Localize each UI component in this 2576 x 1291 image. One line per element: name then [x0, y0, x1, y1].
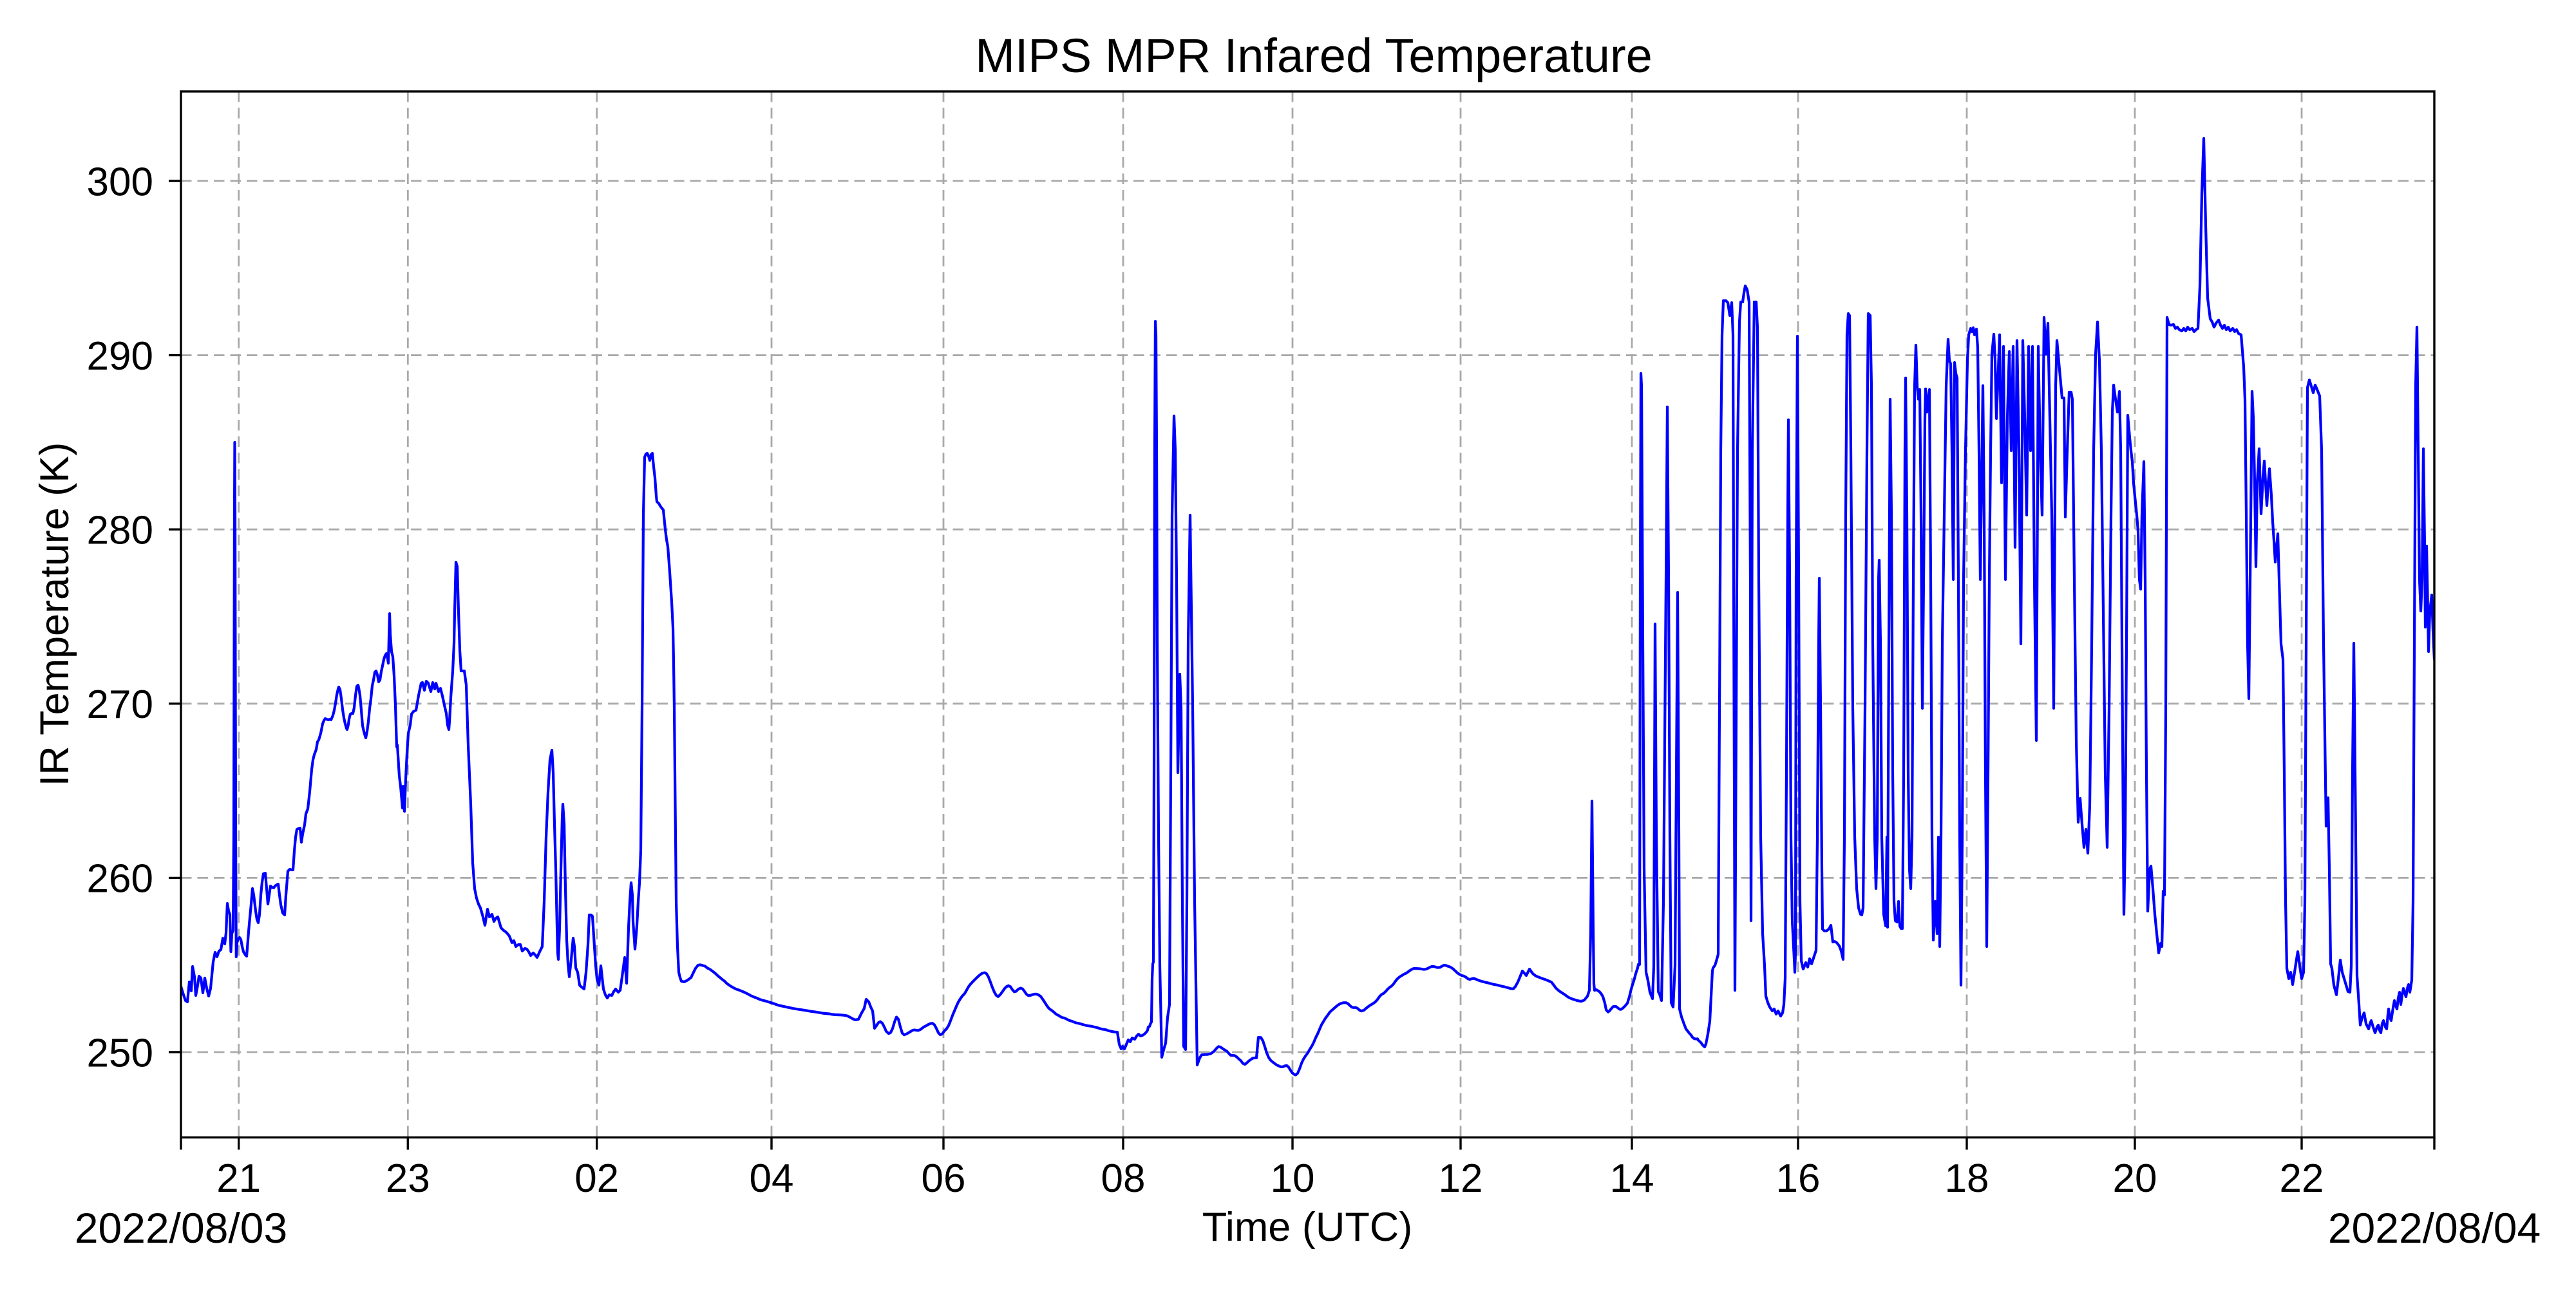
- svg-text:06: 06: [922, 1156, 966, 1201]
- svg-text:2022/08/04: 2022/08/04: [2328, 1204, 2541, 1252]
- svg-text:02: 02: [574, 1156, 619, 1201]
- svg-text:280: 280: [87, 509, 153, 553]
- svg-text:20: 20: [2113, 1156, 2157, 1201]
- svg-text:04: 04: [750, 1156, 794, 1201]
- svg-text:MIPS MPR Infared Temperature: MIPS MPR Infared Temperature: [975, 29, 1653, 82]
- svg-text:08: 08: [1101, 1156, 1146, 1201]
- svg-text:23: 23: [386, 1156, 430, 1201]
- svg-text:IR Temperature (K): IR Temperature (K): [32, 442, 77, 787]
- svg-text:270: 270: [87, 683, 153, 727]
- svg-text:21: 21: [216, 1156, 261, 1201]
- svg-text:Time (UTC): Time (UTC): [1202, 1205, 1413, 1250]
- svg-text:290: 290: [87, 334, 153, 379]
- svg-text:260: 260: [87, 857, 153, 901]
- svg-text:12: 12: [1439, 1156, 1483, 1201]
- svg-text:18: 18: [1945, 1156, 1989, 1201]
- svg-text:2022/08/03: 2022/08/03: [75, 1204, 287, 1252]
- svg-text:300: 300: [87, 160, 153, 204]
- svg-text:14: 14: [1610, 1156, 1654, 1201]
- svg-text:16: 16: [1776, 1156, 1821, 1201]
- svg-text:250: 250: [87, 1031, 153, 1075]
- svg-text:22: 22: [2280, 1156, 2324, 1201]
- svg-text:10: 10: [1271, 1156, 1315, 1201]
